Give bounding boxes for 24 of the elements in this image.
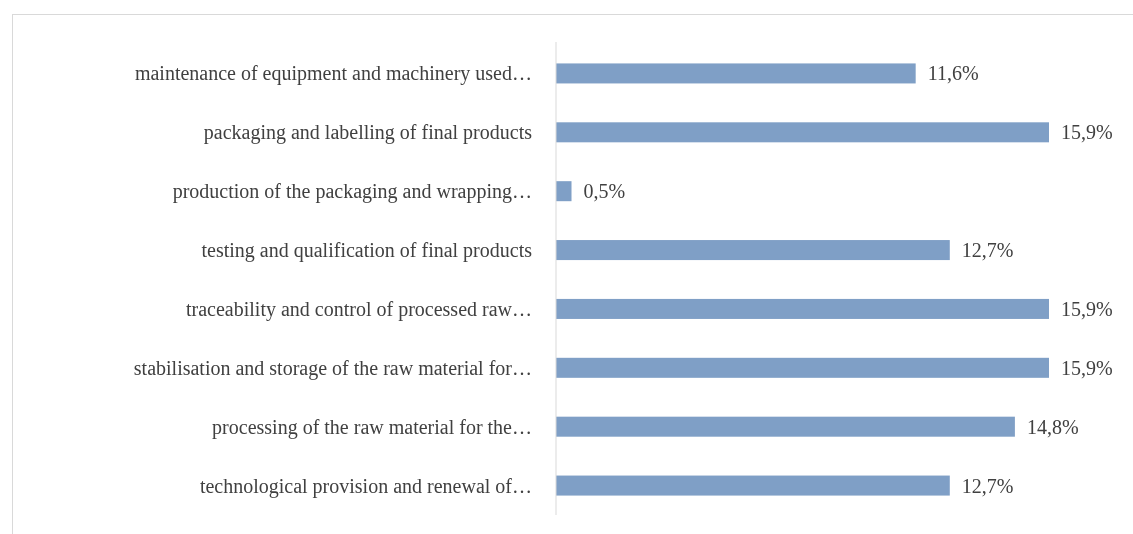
data-label: 0,5% — [583, 180, 626, 203]
y-tick-label: packaging and labelling of final products — [203, 121, 533, 145]
data-label: 12,7% — [961, 239, 1014, 262]
y-tick-label: maintenance of equipment and machinery used… — [134, 62, 532, 86]
y-tick-label: stabilisation and storage of the raw material for… — [133, 356, 532, 380]
data-label: 14,8% — [1026, 415, 1079, 438]
y-tick-label: traceability and control of processed raw… — [186, 297, 532, 321]
bar — [556, 63, 916, 84]
data-label: 15,9% — [1061, 356, 1113, 379]
bar — [556, 357, 1049, 378]
bar — [556, 475, 950, 496]
bar — [556, 298, 1049, 319]
data-label: 11,6% — [927, 62, 979, 85]
bar — [556, 181, 572, 202]
y-tick-label: processing of the raw material for the… — [212, 415, 532, 439]
y-tick-label: testing and qualification of final products — [201, 239, 533, 263]
data-label: 15,9% — [1061, 121, 1113, 144]
data-label: 15,9% — [1061, 297, 1113, 320]
bar — [556, 240, 950, 261]
y-tick-label: technological provision and renewal of… — [199, 474, 532, 498]
data-label: 12,7% — [961, 474, 1014, 497]
y-tick-label: production of the packaging and wrapping… — [172, 180, 532, 204]
bar — [556, 122, 1049, 143]
bar — [556, 416, 1015, 437]
